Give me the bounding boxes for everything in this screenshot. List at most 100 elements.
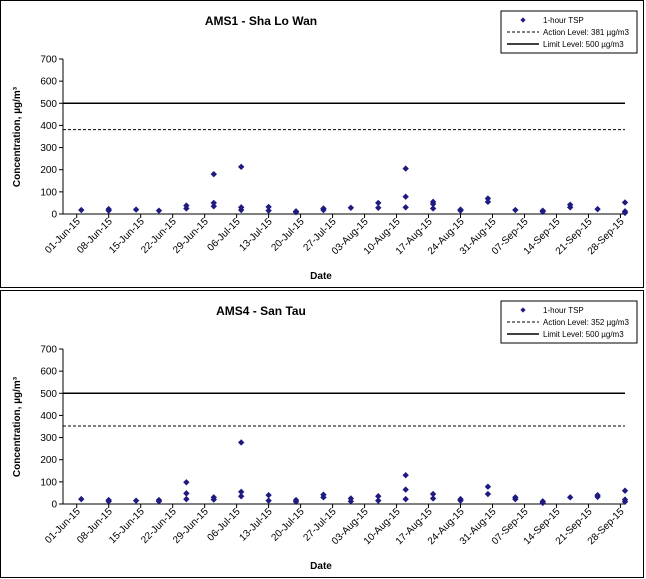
y-tick-label: 300: [40, 433, 57, 444]
chart-title: AMS1 - Sha Lo Wan: [205, 14, 317, 28]
data-point: [210, 203, 217, 210]
data-point: [155, 207, 163, 214]
data-point: [375, 199, 382, 207]
data-point: [429, 200, 437, 208]
data-point: [347, 204, 355, 211]
y-tick-label: 0: [51, 500, 57, 511]
y-tick-label: 400: [40, 121, 57, 132]
data-point: [78, 495, 85, 503]
data-point: [429, 205, 437, 212]
data-point: [621, 199, 629, 206]
data-point: [105, 498, 112, 505]
legend-label: Limit Level: 500 µg/m3: [543, 330, 624, 339]
y-tick-label: 100: [40, 477, 57, 488]
x-tick-label: 06-Jul-15: [205, 216, 243, 254]
x-tick-label: 13-Jul-15: [237, 506, 275, 544]
y-tick-label: 600: [40, 367, 57, 378]
data-point: [402, 193, 409, 200]
data-point: [402, 486, 409, 493]
legend-label: Limit Level: 500 µg/m3: [543, 40, 624, 49]
data-point: [132, 206, 140, 213]
data-point: [484, 198, 492, 206]
data-point: [265, 491, 272, 499]
data-point: [402, 472, 409, 479]
chart-panel-ams1: AMS1 - Sha Lo Wan 0 100 200 300 400 500 600 700 0…: [0, 0, 644, 288]
data-point: [402, 204, 409, 211]
y-tick-label: 300: [40, 143, 57, 154]
data-point: [375, 204, 382, 211]
data-point: [347, 498, 355, 505]
x-tick-label: 13-Jul-15: [237, 216, 275, 254]
y-tick-label: 200: [40, 455, 57, 466]
data-point: [621, 487, 629, 494]
x-axis-label: Date: [310, 271, 332, 282]
data-point: [265, 207, 272, 214]
data-point: [78, 206, 85, 214]
data-point: [512, 206, 519, 214]
data-point: [566, 494, 574, 501]
data-point: [429, 490, 437, 498]
y-tick-label: 600: [40, 77, 57, 88]
data-point: [210, 496, 217, 503]
data-point: [484, 195, 492, 202]
data-point: [210, 170, 217, 178]
legend-marker: [520, 17, 526, 23]
legend-label: Action Level: 381 µg/m3: [543, 28, 630, 37]
data-point: [292, 498, 300, 505]
legend-marker: [520, 307, 526, 313]
data-point: [183, 495, 190, 503]
data-point: [237, 488, 245, 496]
data-point: [132, 497, 140, 504]
data-point: [292, 209, 300, 216]
data-point: [457, 497, 464, 504]
data-point: [457, 206, 464, 213]
data-point: [594, 205, 601, 213]
x-tick-label: 06-Jul-15: [205, 506, 243, 544]
data-point: [105, 205, 112, 213]
data-point: [484, 490, 492, 498]
chart-ams4: AMS4 - San Tau010020030040050060070001-J…: [12, 300, 638, 572]
data-point: [265, 497, 272, 504]
x-tick-label: 29-Jun-15: [171, 506, 211, 546]
data-point: [320, 206, 327, 214]
legend-label: 1-hour TSP: [543, 16, 584, 25]
data-point: [621, 498, 629, 505]
chart-panel-ams4: AMS4 - San Tau 0 100 200 300 400 500 600 700 01-J…: [0, 290, 644, 578]
y-tick-label: 500: [40, 99, 57, 110]
data-point: [210, 199, 217, 207]
y-axis-label: Concentration, µg/m³: [12, 376, 23, 477]
data-point: [155, 498, 163, 505]
data-point: [594, 493, 601, 501]
data-point: [237, 206, 245, 214]
data-point: [539, 208, 546, 215]
y-tick-label: 0: [51, 210, 57, 221]
x-tick-label: 29-Jun-15: [171, 216, 211, 256]
x-tick-label: 20-Jul-15: [269, 216, 307, 254]
y-axis-label: Concentration, µg/m³: [12, 86, 23, 187]
legend-label: Action Level: 352 µg/m3: [543, 318, 630, 327]
chart-ams1: AMS1 - Sha Lo Wan 0 100 200 300 400 500 600 700 0…: [12, 10, 638, 282]
y-tick-label: 500: [40, 389, 57, 400]
data-point: [375, 497, 382, 504]
x-axis-label: Date: [310, 561, 332, 572]
data-point: [237, 493, 245, 500]
data-point: [183, 202, 190, 209]
data-point: [402, 165, 409, 172]
y-tick-label: 400: [40, 411, 57, 422]
data-point: [237, 439, 245, 446]
data-point: [375, 493, 382, 500]
y-tick-label: 700: [40, 345, 57, 356]
x-tick-label: 20-Jul-15: [269, 506, 307, 544]
y-tick-label: 100: [40, 187, 57, 198]
data-point: [621, 209, 629, 217]
data-point: [539, 499, 546, 507]
data-point: [183, 490, 190, 497]
data-point: [566, 204, 574, 211]
data-point: [484, 483, 492, 490]
y-tick-label: 700: [40, 55, 57, 66]
y-tick-label: 200: [40, 165, 57, 176]
data-point: [237, 163, 245, 171]
data-point: [183, 479, 190, 486]
data-point: [265, 203, 272, 211]
